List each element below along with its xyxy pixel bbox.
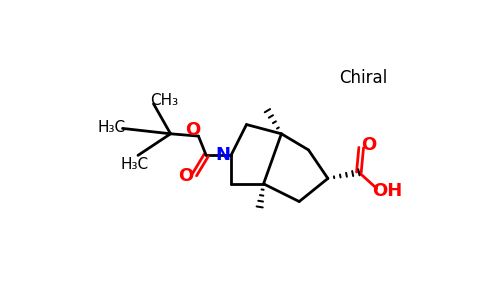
Text: O: O: [178, 167, 193, 185]
Text: N: N: [216, 146, 231, 164]
Text: Chiral: Chiral: [339, 69, 387, 87]
Text: O: O: [362, 136, 377, 154]
Text: CH₃: CH₃: [151, 93, 179, 108]
Text: O: O: [184, 121, 200, 139]
Text: OH: OH: [372, 182, 403, 200]
Text: H₃C: H₃C: [98, 120, 126, 135]
Text: H₃C: H₃C: [121, 157, 149, 172]
